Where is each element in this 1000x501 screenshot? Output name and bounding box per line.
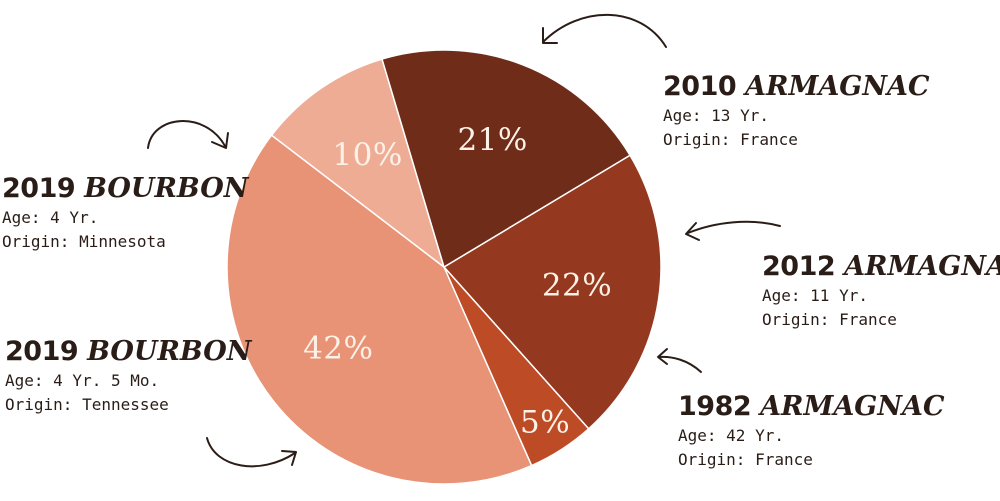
label-2010-armagnac: 2010 ARMAGNAC Age: 13 Yr. Origin: France [663,70,929,152]
label-year: 1982 [678,391,752,422]
label-name: BOURBON [84,173,249,204]
slice-value-label: 42% [303,331,373,367]
label-year: 2019 [2,173,76,204]
pie-slice [381,49,632,269]
label-2012-armagnac: 2012 ARMAGNAC Age: 11 Yr. Origin: France [762,250,1000,332]
label-name: ARMAGNAC [844,251,1000,282]
arrow-to-2012-icon-head [685,222,700,241]
label-origin: Origin: Minnesota [2,232,166,251]
label-title: 2012 ARMAGNAC [762,250,1000,284]
label-year: 2019 [5,336,79,367]
label-year: 2012 [762,251,836,282]
label-1982-armagnac: 1982 ARMAGNAC Age: 42 Yr. Origin: France [678,390,944,472]
pie-slice [226,134,533,485]
arrow-to-bourbon-tn-icon-head [281,450,297,466]
pie-slice [442,154,662,430]
label-origin: Origin: France [663,130,798,149]
label-year: 2010 [663,71,737,102]
arrow-to-2010-icon-head [542,27,558,44]
arrow-icons [147,13,781,468]
pie-slice [270,58,446,269]
label-name: BOURBON [87,336,252,367]
label-title: 2019 BOURBON [5,335,251,369]
label-2019-bourbon-minnesota: 2019 BOURBON Age: 4 Yr. Origin: Minnesot… [2,172,248,254]
label-age: Age: 42 Yr. [678,426,784,445]
label-title: 2019 BOURBON [2,172,248,206]
arrow-to-2012-icon [687,220,781,234]
pie-value-labels: 22% 5% 42% 10% 21% [303,122,612,440]
pie-slices [226,49,662,485]
label-age: Age: 4 Yr. 5 Mo. [5,371,160,390]
label-2019-bourbon-tennessee: 2019 BOURBON Age: 4 Yr. 5 Mo. Origin: Te… [5,335,251,417]
slice-value-label: 22% [542,268,612,304]
label-origin: Origin: France [678,450,813,469]
slice-value-label: 5% [520,404,570,440]
arrow-to-bourbon-mn-icon-head [211,132,229,149]
arrow-to-1982-icon [658,355,702,373]
label-name: ARMAGNAC [760,391,945,422]
label-origin: Origin: Tennessee [5,395,169,414]
label-origin: Origin: France [762,310,897,329]
label-name: ARMAGNAC [745,71,930,102]
slice-value-label: 21% [457,122,527,158]
arrow-to-bourbon-mn-icon [147,120,226,149]
slice-value-label: 10% [332,137,402,173]
arrow-to-2010-icon [542,13,667,48]
label-title: 1982 ARMAGNAC [678,390,944,424]
arrow-to-1982-icon-head [657,348,668,365]
label-title: 2010 ARMAGNAC [663,70,929,104]
label-age: Age: 13 Yr. [663,106,769,125]
arrow-to-bourbon-tn-icon [206,437,296,468]
label-age: Age: 4 Yr. [2,208,99,227]
label-age: Age: 11 Yr. [762,286,868,305]
